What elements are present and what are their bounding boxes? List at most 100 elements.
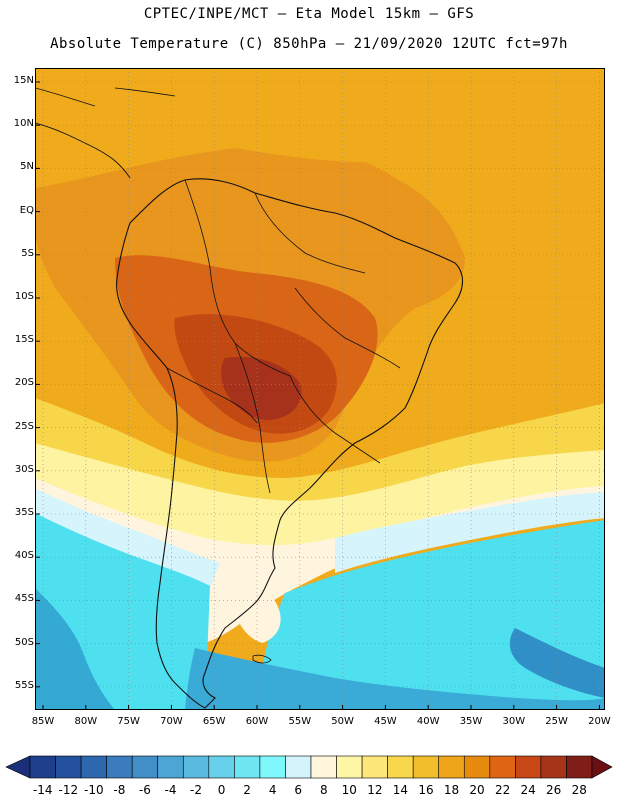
colorbar-label: 0 (217, 783, 226, 797)
colorbar-segment (234, 755, 261, 779)
colorbar-label: 24 (520, 783, 536, 797)
field-band-4-east (335, 492, 605, 573)
lon-label: 40W (416, 716, 440, 727)
temperature-map (35, 68, 605, 710)
colorbar-segment (208, 755, 235, 779)
lat-label: 15N (13, 75, 34, 86)
colorbar-segment (489, 755, 516, 779)
colorbar-label: -8 (113, 783, 126, 797)
lon-label: 80W (74, 716, 98, 727)
lat-label: 25S (14, 420, 34, 432)
axis-ticks (35, 81, 600, 710)
colorbar-segment (438, 755, 465, 779)
colorbar-label: -6 (138, 783, 151, 797)
colorbar-label: 6 (294, 783, 303, 797)
field-band-16-north (75, 68, 605, 163)
colorbar-label: 22 (494, 783, 511, 797)
lon-label: 20W (588, 716, 611, 727)
country-border (184, 179, 291, 377)
map-frame (35, 68, 605, 710)
colorbar-segment (566, 755, 593, 779)
field-band-minus4-west (35, 588, 115, 710)
colorbar-label: -2 (190, 783, 203, 797)
colorbar-label: 28 (571, 783, 587, 797)
lat-label: 20S (14, 377, 34, 389)
lon-label: 25W (545, 716, 568, 727)
lat-label: 50S (14, 636, 34, 648)
colorbar-segment (336, 755, 363, 779)
state-border (294, 287, 401, 369)
title-line-1: CPTEC/INPE/MCT – Eta Model 15km – GFS (143, 6, 475, 22)
colorbar-label: -10 (84, 783, 104, 797)
colorbar-label: 8 (319, 783, 328, 797)
colorbar-segment (55, 755, 82, 779)
colorbar-label: -4 (164, 783, 177, 797)
colorbar-low-arrow (5, 755, 31, 779)
country-border (166, 367, 258, 424)
lon-label: 35W (459, 716, 483, 727)
lat-label: 10N (13, 118, 34, 130)
colorbar-label: -14 (32, 783, 53, 797)
lat-label: 55S (14, 679, 34, 691)
field-band-8 (35, 443, 605, 558)
falkland-islands (252, 654, 272, 664)
lat-label: 10S (14, 291, 34, 302)
colorbar-label: 4 (268, 783, 277, 797)
colorbar-segment (157, 755, 184, 779)
colorbar (5, 755, 613, 779)
colorbar-segment (131, 755, 159, 779)
colorbar-segment (387, 755, 414, 779)
field-band-minus4-south (185, 648, 605, 710)
lat-label: 15S (14, 334, 34, 346)
colorbar-segment (80, 755, 107, 779)
lat-label: 5S (21, 247, 34, 259)
lon-label: 65W (202, 716, 226, 727)
lat-label: EQ (19, 204, 34, 216)
colorbar-label: 26 (546, 783, 562, 797)
colorbar-segment (259, 755, 286, 779)
central-america-coastline (35, 122, 131, 179)
colorbar-label: 20 (469, 783, 485, 797)
caribbean-coastline (35, 87, 176, 107)
lon-label: 70W (160, 716, 183, 727)
colorbar-label: -12 (58, 783, 79, 797)
colorbar-label: 16 (418, 783, 434, 797)
lat-label: 30S (14, 463, 34, 475)
lat-label: 40S (14, 550, 34, 562)
colorbar-high-arrow (591, 755, 613, 779)
colorbar-segment (463, 755, 491, 779)
colorbar-segment (515, 755, 542, 779)
colorbar-segment (310, 755, 337, 779)
country-border (254, 192, 366, 274)
lon-label: 60W (245, 716, 269, 727)
colorbar-segment (412, 755, 440, 779)
lon-label: 50W (331, 716, 354, 727)
lat-label: 45S (14, 593, 34, 605)
colorbar-segment (285, 755, 312, 779)
lat-label: 5N (20, 161, 34, 173)
colorbar-segment (106, 755, 133, 779)
map-panel (35, 68, 605, 710)
country-border (234, 342, 271, 494)
colorbar-label: 2 (243, 783, 251, 797)
colorbar-segment (361, 755, 388, 779)
field-band-6-tongue (232, 568, 281, 643)
lon-label: 45W (374, 716, 397, 727)
colorbar-segment (540, 755, 567, 779)
lon-label: 55W (288, 716, 312, 727)
lon-label: 85W (31, 716, 55, 727)
colorbar-label: 18 (443, 783, 460, 797)
colorbar-segment (182, 755, 210, 779)
colorbar-label: 10 (341, 783, 357, 797)
title-line-2: Absolute Temperature (C) 850hPa – 21/09/… (50, 36, 568, 52)
field-band-4-west (35, 488, 220, 588)
colorbar-label: 12 (367, 783, 383, 797)
lon-label: 30W (502, 716, 526, 727)
state-border (289, 375, 381, 464)
lat-label: 35S (14, 507, 34, 518)
south-america-coastline (116, 178, 464, 709)
colorbar-label: 14 (392, 783, 409, 797)
field-band-2-east (255, 520, 605, 710)
lon-label: 75W (117, 716, 140, 727)
field-band-minus6-east (509, 628, 605, 698)
